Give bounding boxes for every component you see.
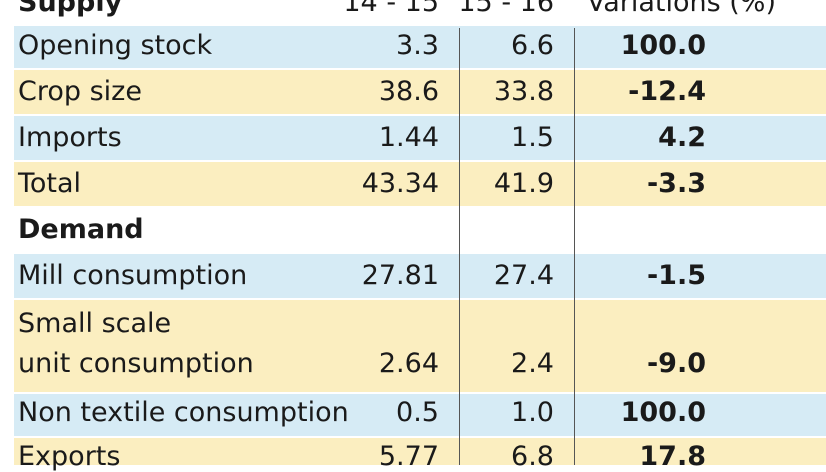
- row-label: Crop size: [18, 76, 142, 107]
- value-15-16: 1.0: [511, 397, 554, 428]
- row-label-line1: Small scale: [18, 308, 172, 339]
- row-band: [14, 116, 826, 160]
- value-15-16: 6.6: [511, 30, 554, 61]
- value-15-16: 6.8: [511, 441, 554, 472]
- row-label: Total: [18, 168, 82, 199]
- row-label: Exports: [18, 441, 121, 472]
- column-divider: [574, 28, 575, 465]
- section-demand-label: Demand: [18, 214, 144, 245]
- value-15-16: 1.5: [511, 122, 554, 153]
- section-supply-label: Supply: [18, 0, 123, 18]
- row-label: Imports: [18, 122, 122, 153]
- column-header-3: Variations (%): [586, 0, 776, 18]
- row-band: [14, 438, 826, 465]
- variation-value: 4.2: [658, 122, 706, 153]
- row-band: [14, 300, 826, 392]
- variation-value: 17.8: [639, 441, 706, 472]
- variation-value: -12.4: [628, 76, 706, 107]
- row-band: [14, 254, 826, 298]
- variation-value: -1.5: [646, 260, 706, 291]
- value-14-15: 3.3: [396, 30, 439, 61]
- value-14-15: 0.5: [396, 397, 439, 428]
- row-label: Mill consumption: [18, 260, 248, 291]
- row-label: Opening stock: [18, 30, 213, 61]
- variation-value: 100.0: [620, 30, 706, 61]
- value-14-15: 38.6: [378, 76, 439, 107]
- value-15-16: 2.4: [511, 348, 554, 379]
- row-band: [14, 70, 826, 114]
- column-divider: [459, 28, 460, 465]
- row-band: [14, 394, 826, 436]
- value-15-16: 33.8: [493, 76, 554, 107]
- row-label: Non textile consumption: [18, 397, 349, 428]
- value-14-15: 27.81: [361, 260, 439, 291]
- value-15-16: 27.4: [493, 260, 554, 291]
- column-header-1: 14 - 15: [343, 0, 439, 18]
- value-14-15: 5.77: [378, 441, 439, 472]
- value-14-15: 2.64: [378, 348, 439, 379]
- variation-value: -3.3: [646, 168, 706, 199]
- variation-value: -9.0: [646, 348, 706, 379]
- value-14-15: 43.34: [361, 168, 439, 199]
- value-14-15: 1.44: [378, 122, 439, 153]
- variation-value: 100.0: [620, 397, 706, 428]
- value-15-16: 41.9: [493, 168, 554, 199]
- row-band: [14, 26, 826, 68]
- row-band: [14, 162, 826, 206]
- row-label-line2: unit consumption: [18, 348, 254, 379]
- column-header-2: 15 - 16: [458, 0, 554, 18]
